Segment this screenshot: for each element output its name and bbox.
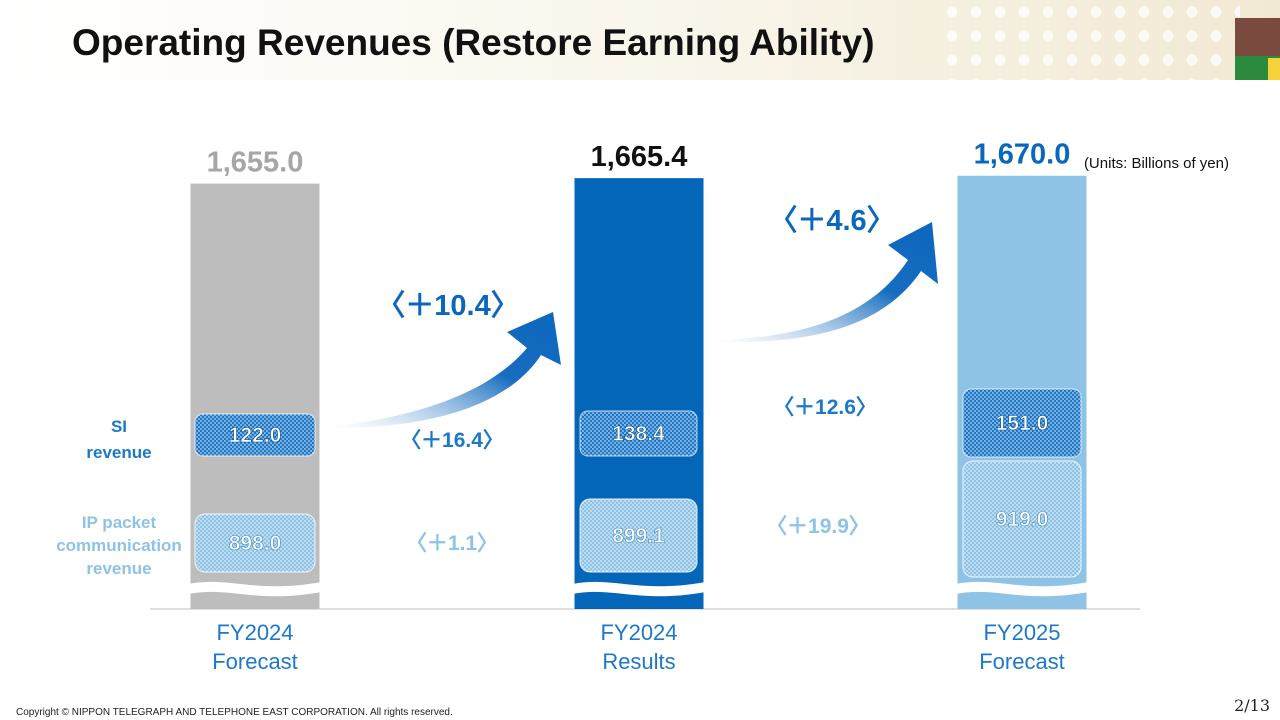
- ip-segment-3: [962, 460, 1082, 578]
- si-value-1: 122.0: [229, 424, 282, 447]
- copyright-text: Copyright © NIPPON TELEGRAPH AND TELEPHO…: [16, 707, 453, 718]
- si-series-label-line-1: SI: [111, 417, 127, 436]
- ip-segment-1: [194, 513, 316, 573]
- axis-break-3: [955, 581, 1089, 597]
- ip-value-3: 919.0: [996, 508, 1049, 531]
- si-series-label-line-2: revenue: [86, 443, 151, 462]
- growth-arrow-1: [336, 312, 561, 428]
- category-label-1-line-1: FY2024: [216, 620, 293, 645]
- total-change-2: 〈＋4.6〉: [768, 204, 895, 237]
- category-label-2-line-2: Results: [602, 649, 675, 674]
- ip-segment-2: [579, 498, 698, 573]
- ip-series-label-line-3: revenue: [86, 559, 151, 578]
- category-label-2-line-1: FY2024: [600, 620, 677, 645]
- si-change-1: 〈＋16.4〉: [400, 428, 504, 452]
- ip-change-1: 〈＋1.1〉: [406, 531, 498, 555]
- growth-arrow-2: [715, 222, 938, 343]
- category-label-1-line-2: Forecast: [212, 649, 298, 674]
- page-title: Operating Revenues (Restore Earning Abil…: [72, 22, 875, 63]
- category-label-3-line-2: Forecast: [979, 649, 1065, 674]
- axis-break-1: [188, 581, 322, 597]
- si-segment-3: [962, 388, 1082, 458]
- ip-series-label-line-1: IP packet: [82, 513, 157, 532]
- si-value-3: 151.0: [996, 412, 1049, 435]
- total-label-2: 1,665.4: [591, 141, 688, 173]
- page-number: 2/13: [1234, 696, 1270, 715]
- si-value-2: 138.4: [612, 423, 665, 446]
- si-segment-2: [579, 410, 698, 457]
- ip-series-label-line-2: communication: [56, 536, 182, 555]
- ip-value-2: 899.1: [612, 525, 665, 548]
- units-label: (Units: Billions of yen): [1083, 155, 1229, 172]
- ip-change-2: 〈＋19.9〉: [766, 514, 870, 538]
- category-label-3-line-1: FY2025: [983, 620, 1060, 645]
- total-change-1: 〈＋10.4〉: [376, 289, 519, 322]
- header-pattern: [940, 0, 1240, 80]
- header-band: [0, 0, 1280, 80]
- total-label-1: 1,655.0: [207, 147, 304, 179]
- brand-square-yellow: [1268, 58, 1280, 80]
- brand-square-brown: [1235, 18, 1280, 56]
- si-change-2: 〈＋12.6〉: [773, 395, 877, 419]
- axis-break-2: [572, 581, 706, 597]
- total-label-3: 1,670.0: [974, 139, 1071, 171]
- ip-value-1: 898.0: [229, 532, 282, 555]
- si-segment-1: [194, 413, 316, 457]
